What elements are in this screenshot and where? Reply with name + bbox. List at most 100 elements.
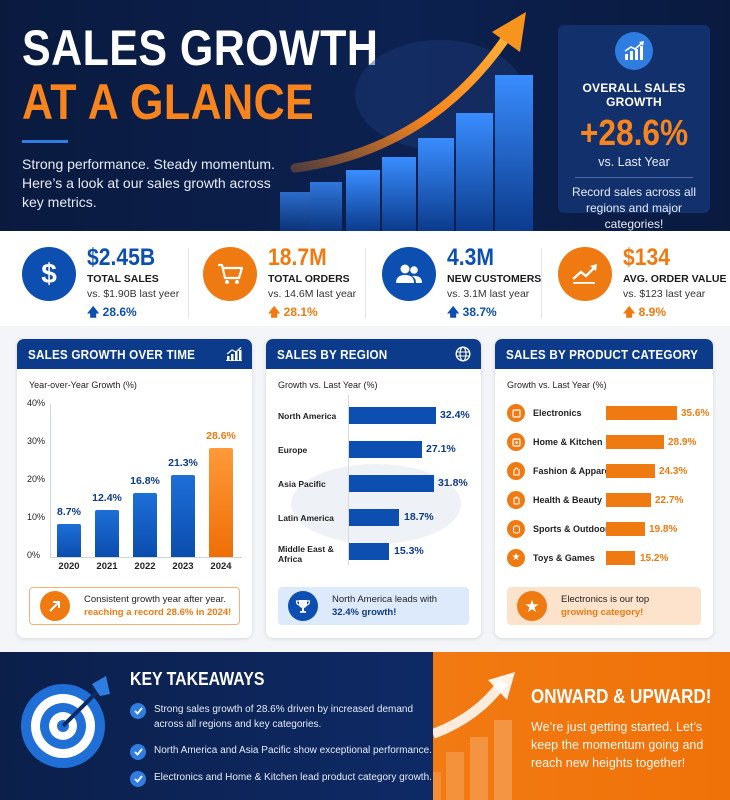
card-header: SALES GROWTH OVER TIME xyxy=(17,339,252,369)
overall-growth-box: OVERALL SALES GROWTH +28.6% vs. Last Yea… xyxy=(558,25,710,231)
x-axis xyxy=(50,557,242,558)
category-label: Fashion & Apparel xyxy=(533,466,613,476)
fashion-icon xyxy=(507,462,525,480)
bar-value-label: 35.6% xyxy=(681,408,710,419)
y-tick: 20% xyxy=(27,474,46,484)
users-icon xyxy=(382,247,436,301)
bar-value-label: 24.3% xyxy=(659,466,688,477)
bar-2023 xyxy=(171,475,195,557)
overall-growth-label: OVERALL SALES GROWTH xyxy=(582,81,686,109)
arrow-up-right-icon xyxy=(40,591,70,621)
hero-title-line2: AT A GLANCE xyxy=(22,74,315,130)
chart-subtitle: Year-over-Year Growth (%) xyxy=(29,380,137,390)
world-map-watermark-icon xyxy=(291,464,461,544)
y-tick: 30% xyxy=(27,436,46,446)
kpi-divider xyxy=(541,248,542,318)
health-beauty-icon xyxy=(507,491,525,509)
stat-divider xyxy=(575,177,693,178)
bar-europe xyxy=(349,441,422,458)
bar-2021 xyxy=(95,510,119,557)
region-callout: North America leads with 32.4% growth! xyxy=(278,587,469,625)
card-title: SALES BY PRODUCT CATEGORY xyxy=(506,346,699,362)
cart-icon xyxy=(203,247,257,301)
bar-middle-east-africa xyxy=(349,543,389,560)
home-kitchen-icon xyxy=(507,433,525,451)
bar-latin-america xyxy=(349,509,399,526)
kpi-change: 🡅 28.6% xyxy=(87,305,137,319)
sports-icon xyxy=(507,520,525,538)
check-icon xyxy=(130,771,146,787)
arrow-up-icon: 🡅 xyxy=(268,305,284,319)
chart-subtitle: Growth vs. Last Year (%) xyxy=(278,380,378,390)
rising-arrow-bars-icon xyxy=(433,672,515,800)
hero-divider xyxy=(22,140,68,143)
kpi-value: $2.45B xyxy=(87,244,156,271)
bar-value-label: 22.7% xyxy=(655,495,684,506)
onward-text: We’re just getting started. Let’s keep t… xyxy=(531,720,704,770)
kpi-label: TOTAL SALES xyxy=(87,273,159,285)
kpi-divider xyxy=(365,248,366,318)
trend-up-icon xyxy=(558,247,612,301)
bar-chart-up-icon xyxy=(615,32,653,70)
category-label: Home & Kitchen xyxy=(533,437,603,447)
kpi-change: 🡅 8.9% xyxy=(623,305,667,319)
x-tick: 2023 xyxy=(172,561,194,572)
bar-fashion-apparel xyxy=(606,464,655,478)
x-tick: 2020 xyxy=(58,561,80,572)
bar-value-label: 32.4% xyxy=(440,409,470,421)
region-label: Asia Pacific xyxy=(278,479,326,489)
bar-2024 xyxy=(209,448,233,557)
bar-sports-outdoors xyxy=(606,522,645,536)
kpi-comparison: vs. 3.1M last year xyxy=(447,288,530,300)
check-icon xyxy=(130,703,146,719)
bar-toys-games xyxy=(606,551,635,565)
bar-chart-icon xyxy=(226,347,242,361)
arrow-up-icon: 🡅 xyxy=(623,305,639,319)
y-tick: 0% xyxy=(27,550,41,560)
hero-banner: SALES GROWTH AT A GLANCE Strong performa… xyxy=(0,0,730,231)
bar-value-label: 28.9% xyxy=(668,437,697,448)
kpi-value: 18.7M xyxy=(268,244,327,271)
star-icon: ★ xyxy=(507,549,525,567)
bar-value-label: 15.2% xyxy=(640,553,669,564)
onward-title: ONWARD & UPWARD! xyxy=(531,686,712,708)
y-tick: 40% xyxy=(27,398,46,408)
card-sales-by-product-category: SALES BY PRODUCT CATEGORY Growth vs. Las… xyxy=(495,339,713,638)
rising-bars-graphic-icon xyxy=(280,12,533,231)
category-callout: ★ Electronics is our top growing categor… xyxy=(507,587,701,625)
bar-value-label: 15.3% xyxy=(394,545,424,557)
bar-electronics xyxy=(606,406,677,420)
region-label: Europe xyxy=(278,445,308,455)
kpi-comparison: vs. 14.6M last year xyxy=(268,288,357,300)
region-label: North America xyxy=(278,411,337,421)
x-tick: 2024 xyxy=(210,561,232,572)
kpi-label: AVG. ORDER VALUE xyxy=(623,273,727,285)
bar-2022 xyxy=(133,493,157,557)
region-label: Middle East & Africa xyxy=(278,544,334,564)
bar-2020 xyxy=(57,524,81,557)
x-tick: 2022 xyxy=(134,561,156,572)
category-label: Electronics xyxy=(533,408,582,418)
category-label: Health & Beauty xyxy=(533,495,603,505)
key-takeaways-title: KEY TAKEAWAYS xyxy=(130,669,265,689)
kpi-label: NEW CUSTOMERS xyxy=(447,273,542,285)
kpi-divider xyxy=(188,248,189,318)
callout-text: Consistent growth year after year. reach… xyxy=(84,594,232,618)
overall-growth-note: Record sales across all regions and majo… xyxy=(571,185,697,231)
bar-value-label: 16.8% xyxy=(130,475,160,487)
kpi-change: 🡅 28.1% xyxy=(268,305,318,319)
bar-health-beauty xyxy=(606,493,651,507)
bar-asia-pacific xyxy=(349,475,434,492)
takeaway-item: Electronics and Home & Kitchen lead prod… xyxy=(130,770,434,787)
y-axis xyxy=(348,395,349,565)
y-tick: 10% xyxy=(27,512,46,522)
kpi-value: $134 xyxy=(623,244,670,271)
bar-value-label: 8.7% xyxy=(57,506,81,518)
dollar-icon: $ xyxy=(22,247,76,301)
arrow-up-icon: 🡅 xyxy=(447,305,463,319)
trophy-icon xyxy=(288,591,318,621)
target-dart-icon xyxy=(21,676,110,768)
takeaway-item: North America and Asia Pacific show exce… xyxy=(130,743,434,760)
electronics-icon xyxy=(507,404,525,422)
check-icon xyxy=(130,744,146,760)
